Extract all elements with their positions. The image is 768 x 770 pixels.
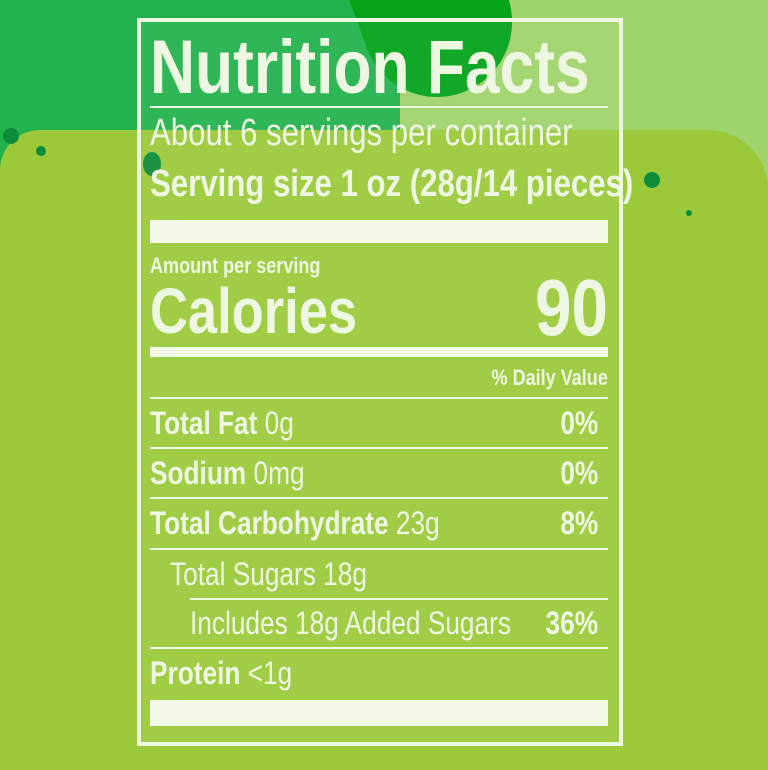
nutrient-amount: 0g [264, 405, 294, 441]
calories-value: 90 [535, 263, 608, 352]
divider [190, 598, 608, 600]
nutrient-amount: 0mg [253, 455, 305, 491]
serving-size: Serving size 1 oz (28g/14 pieces) [150, 163, 634, 205]
nutrient-row-sodium: Sodium 0mg [150, 455, 305, 492]
decor-dot [143, 152, 161, 176]
servings-per-container: About 6 servings per container [150, 112, 573, 154]
decor-dot [686, 210, 692, 216]
nutrient-row-protein: Protein <1g [150, 655, 292, 692]
thick-divider [150, 700, 608, 726]
nutrient-row-added-sugars: Includes 18g Added Sugars [190, 605, 511, 641]
nutrient-row-total-fat: Total Fat 0g [150, 405, 294, 442]
decor-dot [644, 172, 660, 188]
nutrient-name: Total Carbohydrate [150, 505, 389, 541]
nutrient-name: Sodium [150, 455, 247, 491]
amount-per-serving: Amount per serving [150, 253, 321, 278]
nutrition-facts-panel [137, 18, 623, 746]
decor-dot [36, 146, 46, 156]
thick-divider [150, 347, 608, 357]
divider [150, 647, 608, 649]
divider [150, 497, 608, 499]
nutrient-dv: 36% [545, 605, 598, 641]
nutrient-dv: 0% [560, 405, 598, 441]
divider [150, 397, 608, 399]
thick-divider [150, 220, 608, 243]
nutrient-amount: <1g [247, 655, 293, 691]
nutrient-row-total-carbohydrate: Total Carbohydrate 23g [150, 505, 440, 542]
divider [150, 548, 608, 550]
nutrient-name: Total Fat [150, 405, 258, 441]
nutrient-amount: 23g [395, 505, 440, 541]
daily-value-header: % Daily Value [491, 365, 608, 390]
nutrient-dv: 0% [560, 455, 598, 491]
nutrient-row-total-sugars: Total Sugars 18g [170, 556, 367, 592]
decor-dot [3, 128, 19, 144]
divider [150, 447, 608, 449]
nutrient-name: Protein [150, 655, 241, 691]
nutrient-dv: 8% [560, 505, 598, 541]
divider [150, 106, 608, 108]
label-title: Nutrition Facts [150, 25, 590, 110]
calories-label: Calories [150, 275, 358, 347]
